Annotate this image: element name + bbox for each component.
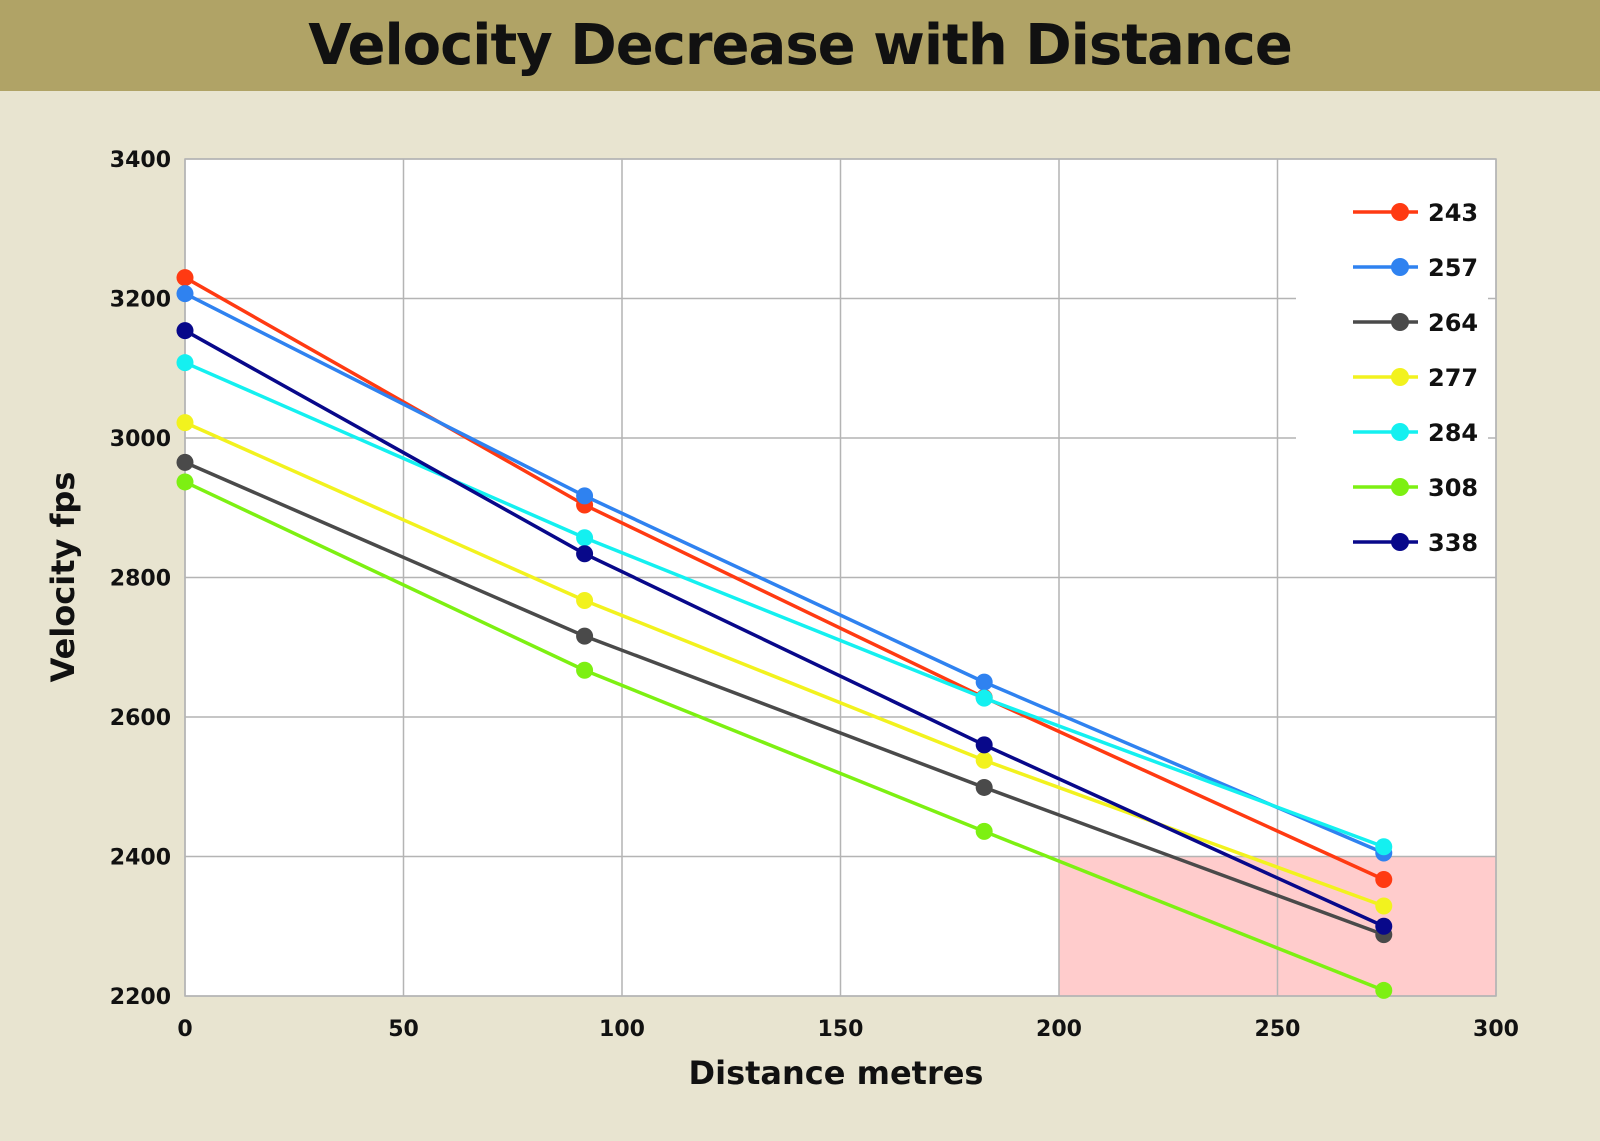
data-point-277 [1375,897,1393,915]
chart-title: Velocity Decrease with Distance [308,13,1293,78]
series-line-338 [184,329,1385,928]
data-point-308 [1375,981,1393,999]
data-point-338 [576,545,594,563]
plot-border [184,158,1497,997]
legend-marker-338 [1391,533,1409,551]
series-line-277 [184,421,1385,908]
y-tick-label: 3000 [110,427,171,452]
series-line-284 [184,361,1385,849]
y-tick-label: 3200 [110,288,171,313]
legend-marker-277 [1391,368,1409,386]
data-point-257 [176,285,194,303]
data-point-264 [576,627,594,645]
data-point-284 [975,689,993,707]
series-group [176,269,1393,999]
legend-marker-264 [1391,313,1409,331]
x-axis-label: Distance metres [689,1054,984,1092]
legend: 243 257 264 277 284 308 338 [1296,176,1488,564]
legend-label-338: 338 [1428,529,1478,557]
data-point-243 [1375,871,1393,889]
grid-lines [184,158,1497,997]
legend-label-257: 257 [1428,254,1478,282]
data-point-277 [576,592,594,610]
series-line-308 [184,480,1385,993]
data-point-257 [576,487,594,505]
data-point-284 [176,354,194,372]
data-point-338 [176,322,194,340]
y-tick-label: 2200 [110,985,171,1010]
y-axis-label: Velocity fps [44,472,82,683]
data-point-257 [975,673,993,691]
series-line-264 [184,460,1385,937]
data-point-264 [975,778,993,796]
series-line-243 [184,276,1385,882]
data-point-264 [176,453,194,471]
x-tick-label: 0 [177,1017,192,1042]
data-point-308 [975,822,993,840]
x-tick-label: 100 [599,1017,645,1042]
legend-marker-284 [1391,423,1409,441]
legend-label-264: 264 [1428,309,1478,337]
legend-background [1296,176,1488,564]
data-point-338 [975,736,993,754]
x-tick-label: 50 [388,1017,419,1042]
legend-marker-308 [1391,478,1409,496]
series-line-257 [184,292,1385,855]
x-tick-label: 250 [1255,1017,1301,1042]
data-point-284 [576,529,594,547]
legend-marker-243 [1391,203,1409,221]
legend-label-243: 243 [1428,199,1478,227]
x-tick-label: 200 [1036,1017,1082,1042]
x-tick-label: 150 [818,1017,864,1042]
data-point-308 [576,661,594,679]
data-point-277 [176,414,194,432]
title-banner: Velocity Decrease with Distance [0,0,1600,91]
legend-label-284: 284 [1428,419,1478,447]
data-point-308 [176,473,194,491]
data-point-277 [975,751,993,769]
data-point-338 [1375,917,1393,935]
legend-marker-257 [1391,258,1409,276]
y-tick-label: 3400 [110,148,171,173]
y-tick-label: 2800 [110,567,171,592]
y-tick-label: 2400 [110,846,171,871]
legend-label-308: 308 [1428,474,1478,502]
x-tick-label: 300 [1473,1017,1519,1042]
data-point-284 [1375,838,1393,856]
legend-label-277: 277 [1428,364,1478,392]
data-point-243 [176,269,194,287]
y-tick-label: 2600 [110,706,171,731]
axes: 0 50 100 150 200 250 300 2200 2400 2600 2800 3000 32… [110,148,1519,1042]
